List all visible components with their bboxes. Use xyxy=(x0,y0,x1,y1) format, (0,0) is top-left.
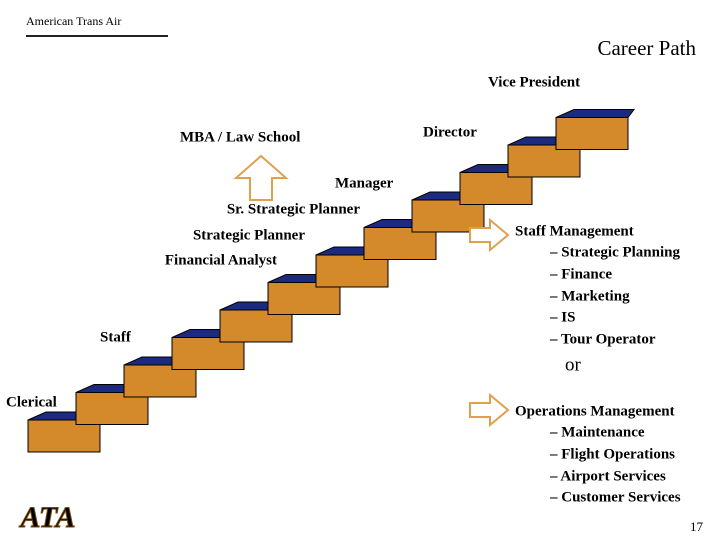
track-item: – Maintenance xyxy=(549,424,645,440)
level-label: Sr. Strategic Planner xyxy=(227,201,361,217)
logo: ATA xyxy=(18,501,75,534)
track-item: – Flight Operations xyxy=(549,446,675,462)
staircase xyxy=(27,109,635,453)
level-label: Manager xyxy=(335,175,394,191)
track-item: – Tour Operator xyxy=(549,331,656,347)
track-item: – Airport Services xyxy=(549,468,666,484)
separator: or xyxy=(565,354,582,375)
level-label: Clerical xyxy=(6,394,57,410)
level-label: Strategic Planner xyxy=(193,227,305,243)
step-riser xyxy=(27,419,101,453)
level-label: Director xyxy=(423,124,477,140)
level-label: Staff xyxy=(100,329,132,345)
track-item: – Finance xyxy=(549,266,612,282)
track-item: – Customer Services xyxy=(549,489,681,505)
step-riser xyxy=(507,144,581,178)
step-riser xyxy=(315,254,389,288)
step-riser xyxy=(219,309,293,343)
right-arrow xyxy=(469,217,510,253)
step-riser xyxy=(459,172,533,205)
track-item: – Marketing xyxy=(549,288,630,304)
level-label: Vice President xyxy=(488,74,580,90)
step-riser xyxy=(267,282,341,315)
slide-title: Career Path xyxy=(597,36,696,60)
step-tread xyxy=(555,109,635,118)
right-arrow xyxy=(469,392,510,428)
track-item: – Strategic Planning xyxy=(549,244,680,260)
track-title: Operations Management xyxy=(515,403,675,419)
page-number: 17 xyxy=(690,519,704,534)
track-item: – IS xyxy=(549,309,575,325)
company-name: American Trans Air xyxy=(26,14,121,28)
step-riser xyxy=(75,392,149,425)
track-title: Staff Management xyxy=(515,223,634,239)
step-riser xyxy=(363,227,437,260)
level-label: Financial Analyst xyxy=(165,252,277,268)
step-riser xyxy=(555,117,629,150)
level-label: MBA / Law School xyxy=(180,129,300,145)
up-arrow xyxy=(233,154,289,201)
step-riser xyxy=(411,199,485,233)
